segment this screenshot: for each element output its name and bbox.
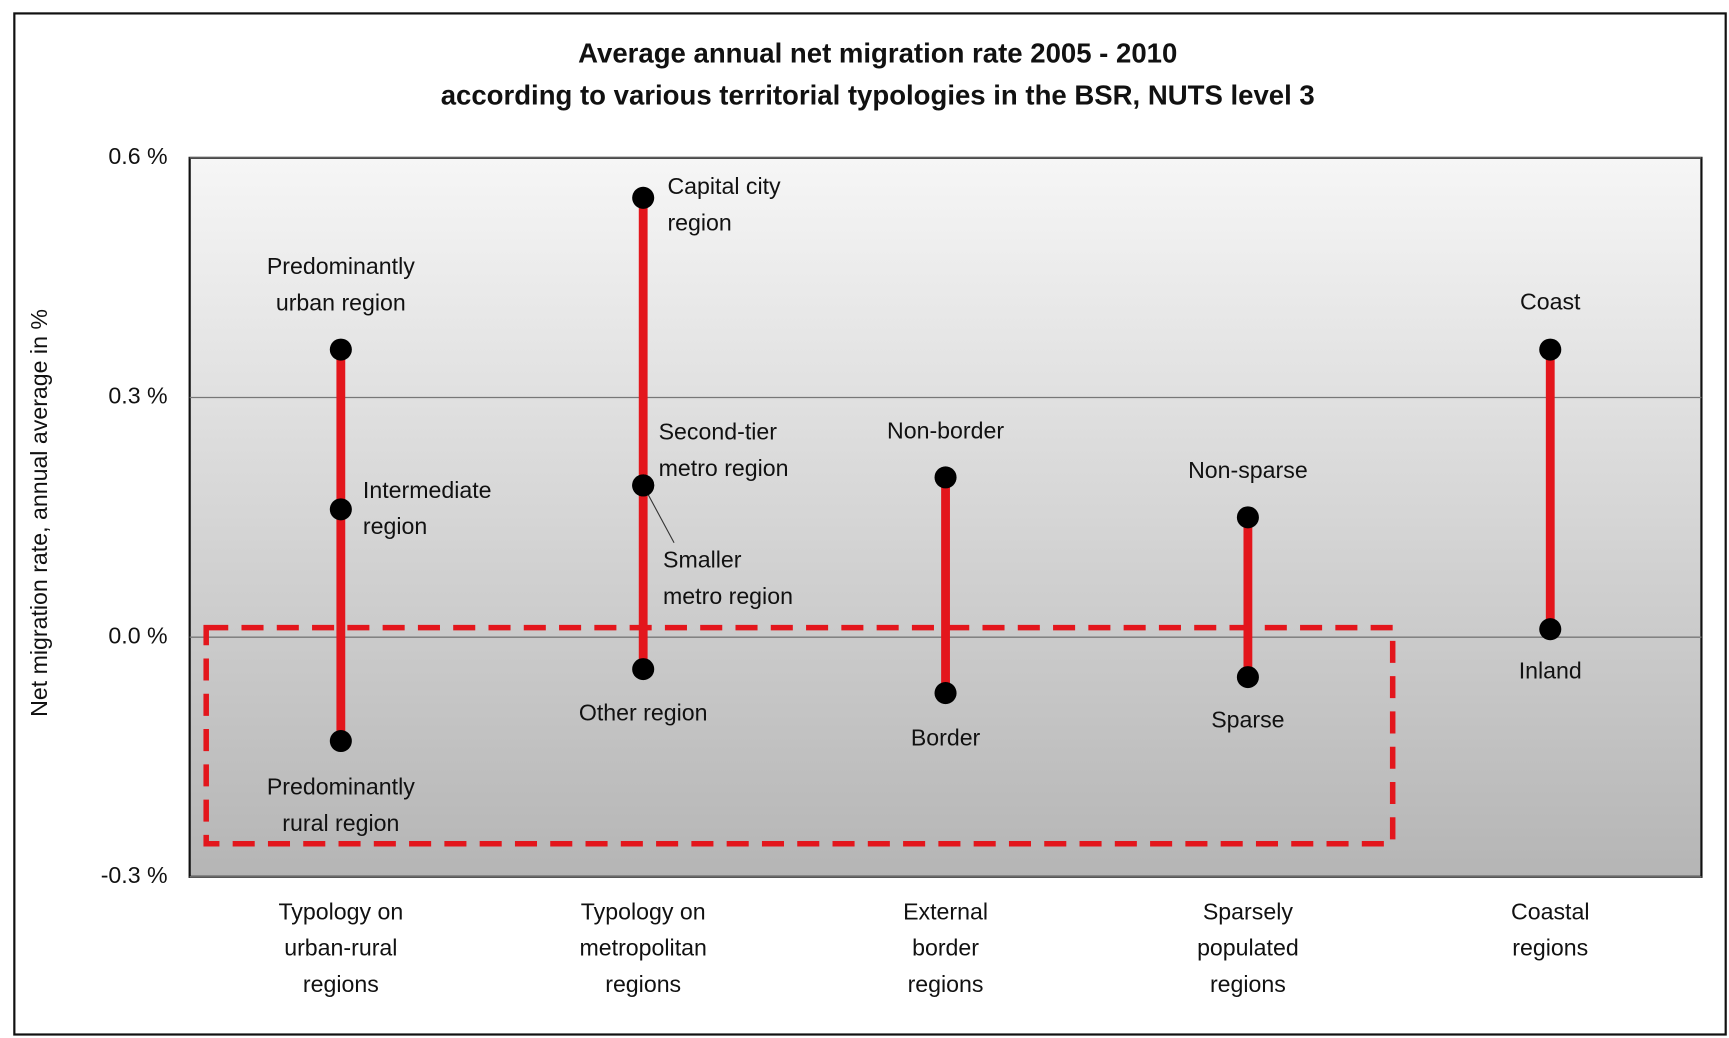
- y-tick-label: -0.3 %: [101, 862, 168, 888]
- x-tick-label: Coastal: [1511, 898, 1589, 924]
- x-tick-label: regions: [303, 971, 379, 997]
- y-tick-label: 0.0 %: [108, 622, 167, 648]
- x-tick-label: urban-rural: [284, 935, 397, 961]
- x-tick-label: Sparsely: [1203, 898, 1293, 924]
- point: [1539, 618, 1562, 641]
- x-tick-label: regions: [908, 971, 984, 997]
- x-tick-label: populated: [1197, 935, 1299, 961]
- point-label: metro region: [663, 583, 793, 609]
- point-label: Inland: [1519, 657, 1582, 683]
- point-label: Border: [911, 725, 981, 751]
- point-label: Coast: [1520, 288, 1581, 314]
- point: [329, 338, 352, 361]
- point: [632, 658, 655, 681]
- y-tick-label: 0.3 %: [108, 383, 167, 409]
- highlight-box: [203, 624, 1396, 847]
- marks: -0.3 % 0.0 % 0.3 % 0.6 % Predominantly urban …: [101, 143, 1702, 888]
- x-tick-label: Typology on: [278, 898, 403, 924]
- point-label: metro region: [659, 455, 789, 481]
- x-tick-label: External: [903, 898, 988, 924]
- y-axis-label: Net migration rate, annual average in %: [26, 309, 52, 717]
- x-tick-label: regions: [1512, 935, 1588, 961]
- point-label: rural region: [282, 810, 399, 836]
- point-label: region: [363, 513, 427, 539]
- point: [329, 498, 352, 521]
- point-label: Non-sparse: [1188, 457, 1308, 483]
- x-tick-label: regions: [1210, 971, 1286, 997]
- x-tick-label: regions: [605, 971, 681, 997]
- x-tick-label: border: [912, 935, 979, 961]
- point: [1236, 666, 1259, 689]
- point-label: region: [667, 209, 731, 235]
- point-label: Second-tier: [659, 419, 778, 445]
- point: [329, 729, 352, 753]
- point-label: Predominantly: [267, 774, 415, 800]
- point-label: Sparse: [1211, 706, 1284, 732]
- point-label: Predominantly: [267, 253, 415, 279]
- y-tick-label: 0.6 %: [108, 143, 167, 169]
- x-tick-label: Typology on: [581, 898, 706, 924]
- point-label: Non-border: [887, 417, 1004, 443]
- point: [934, 682, 957, 705]
- point-label: Smaller: [663, 547, 742, 573]
- point: [632, 186, 655, 209]
- point: [934, 466, 957, 489]
- point: [632, 474, 655, 497]
- point-label: Intermediate: [363, 477, 492, 503]
- chart-title: Average annual net migration rate 2005 -…: [578, 38, 1177, 69]
- x-tick-label: metropolitan: [580, 935, 707, 961]
- point-label: Capital city: [667, 173, 781, 199]
- point: [1539, 338, 1562, 361]
- chart-title: according to various territorial typolog…: [441, 80, 1315, 111]
- point-label: Other region: [579, 699, 708, 725]
- point: [1236, 506, 1259, 529]
- point-label: urban region: [276, 289, 406, 315]
